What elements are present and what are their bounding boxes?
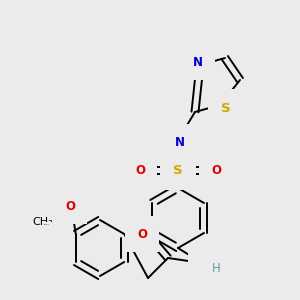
Text: H: H	[164, 136, 172, 148]
Text: N: N	[175, 136, 185, 148]
Text: O: O	[137, 227, 147, 241]
Text: S: S	[221, 103, 231, 116]
Text: O: O	[135, 164, 145, 176]
Text: N: N	[200, 259, 210, 272]
Text: CH₃: CH₃	[32, 217, 53, 227]
Text: H: H	[212, 262, 220, 275]
Text: O: O	[211, 164, 221, 176]
Text: methoxy: methoxy	[44, 224, 50, 225]
Text: N: N	[193, 56, 203, 68]
Text: S: S	[173, 164, 183, 176]
Text: O: O	[65, 200, 75, 212]
